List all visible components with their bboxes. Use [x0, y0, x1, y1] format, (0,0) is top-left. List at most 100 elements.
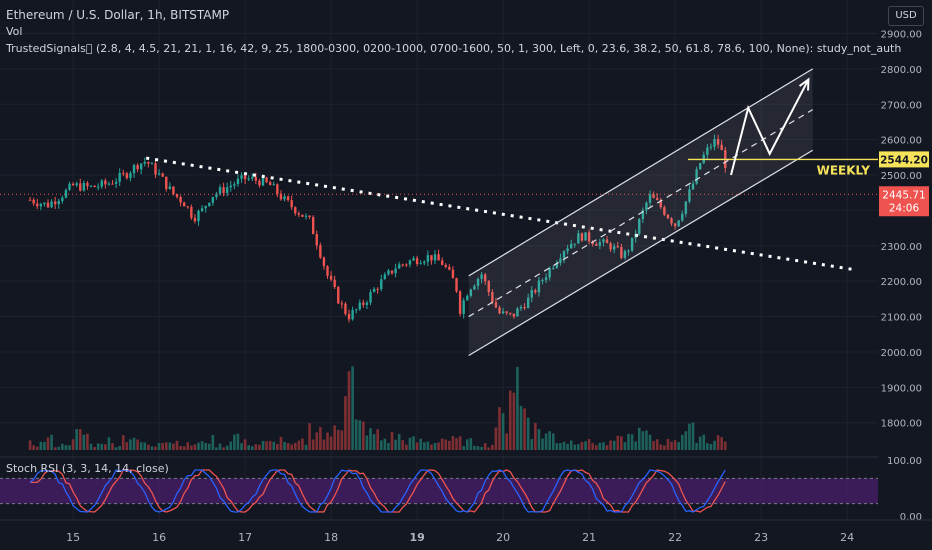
candle-body	[57, 201, 60, 205]
volume-bar	[229, 441, 233, 450]
y-tick-label: 1800.00	[881, 419, 922, 430]
candle-body	[681, 213, 684, 221]
candle-body	[36, 203, 39, 207]
volume-bar	[283, 441, 286, 450]
volume-bar	[627, 433, 630, 450]
y-tick-label: 2700.00	[881, 100, 922, 111]
candle-body	[523, 307, 526, 309]
candle-body	[139, 163, 143, 170]
volume-bar	[551, 433, 555, 450]
candle-body	[458, 291, 462, 314]
candle-body	[440, 260, 444, 265]
candle-body	[455, 278, 458, 292]
volume-bar	[197, 442, 200, 450]
volume-bar	[508, 390, 512, 450]
volume-bar	[107, 437, 111, 450]
candle-body	[580, 233, 584, 241]
candle-body	[519, 307, 523, 309]
x-tick-label: 15	[66, 531, 80, 544]
volume-bar	[354, 419, 358, 450]
candle-body	[89, 185, 93, 187]
volume-bar	[190, 445, 193, 450]
volume-bar	[465, 439, 469, 450]
candle-body	[79, 183, 82, 191]
candle-body	[408, 260, 412, 265]
volume-bar	[118, 446, 121, 450]
volume-bar	[498, 407, 501, 450]
grid-lines	[0, 0, 878, 520]
rsi-band	[0, 478, 878, 504]
candle-body	[473, 285, 476, 290]
candle-body	[283, 196, 286, 200]
candle-body	[369, 292, 372, 303]
volume-bar	[476, 446, 480, 450]
candle-body	[466, 295, 469, 301]
volume-bar	[458, 436, 462, 450]
candle-body	[251, 177, 254, 179]
candle-body	[691, 183, 695, 190]
candle-body	[186, 206, 189, 208]
candle-body	[512, 313, 516, 317]
volume-bar	[433, 443, 437, 450]
candle-body	[412, 258, 415, 261]
candle-body	[340, 303, 344, 305]
currency-button[interactable]: USD	[888, 6, 924, 26]
candle-body	[193, 217, 197, 222]
volume-bar	[383, 438, 387, 450]
candle-body	[605, 239, 609, 244]
candle-body	[555, 262, 559, 268]
volume-bar	[186, 442, 190, 450]
volume-bar	[723, 441, 727, 450]
candle-body	[444, 264, 447, 267]
volume-bar	[562, 441, 566, 450]
volume-bar	[408, 437, 412, 450]
candle-body	[111, 183, 114, 185]
dotted-trendline	[145, 156, 856, 272]
candle-body	[315, 234, 318, 246]
volume-bar	[104, 444, 107, 450]
volume-bar	[684, 431, 688, 450]
volume-bar	[451, 436, 455, 450]
candle-body	[100, 180, 103, 187]
volume-bar	[53, 447, 57, 450]
candle-body	[268, 182, 272, 186]
volume-bar	[630, 434, 634, 450]
candle-body	[172, 186, 175, 194]
volume-bar	[168, 442, 172, 450]
candle-body	[358, 302, 361, 310]
volume-bar	[487, 447, 491, 450]
candle-body	[451, 269, 455, 279]
candle-body	[168, 186, 172, 190]
volume-bar	[322, 439, 326, 450]
volume-bar	[211, 434, 215, 450]
candle-body	[419, 263, 422, 265]
volume-bar	[387, 442, 390, 450]
volume-bar	[698, 436, 702, 450]
volume-bar	[254, 444, 258, 450]
price-axis[interactable]: 1800.00 1900.00 2000.00 2100.00 2200.00 2300.…	[879, 30, 929, 523]
volume-bar	[469, 438, 473, 450]
candle-body	[211, 197, 215, 203]
volume-bar	[655, 439, 659, 450]
candle-body	[480, 274, 483, 279]
volume-bar	[250, 446, 254, 450]
candle-body	[476, 278, 480, 286]
rsi-k-line	[29, 469, 726, 513]
volume-bar	[139, 442, 143, 450]
candle-body	[415, 258, 419, 265]
candle-body	[354, 309, 358, 311]
volume-bar	[340, 430, 344, 450]
volume-bar	[204, 442, 207, 450]
candle-body	[548, 268, 551, 278]
time-axis[interactable]: 15 16 17 18 19 20 21 22 23 24	[0, 519, 932, 544]
volume-bar	[616, 435, 620, 450]
candle-body	[64, 189, 68, 198]
y-tick-label: 2000.00	[881, 348, 922, 359]
candle-body	[272, 184, 275, 186]
volume-bar	[569, 440, 573, 450]
candle-body	[487, 281, 490, 293]
candle-body	[204, 205, 207, 209]
candle-body	[351, 310, 354, 320]
candle-body	[559, 258, 562, 263]
